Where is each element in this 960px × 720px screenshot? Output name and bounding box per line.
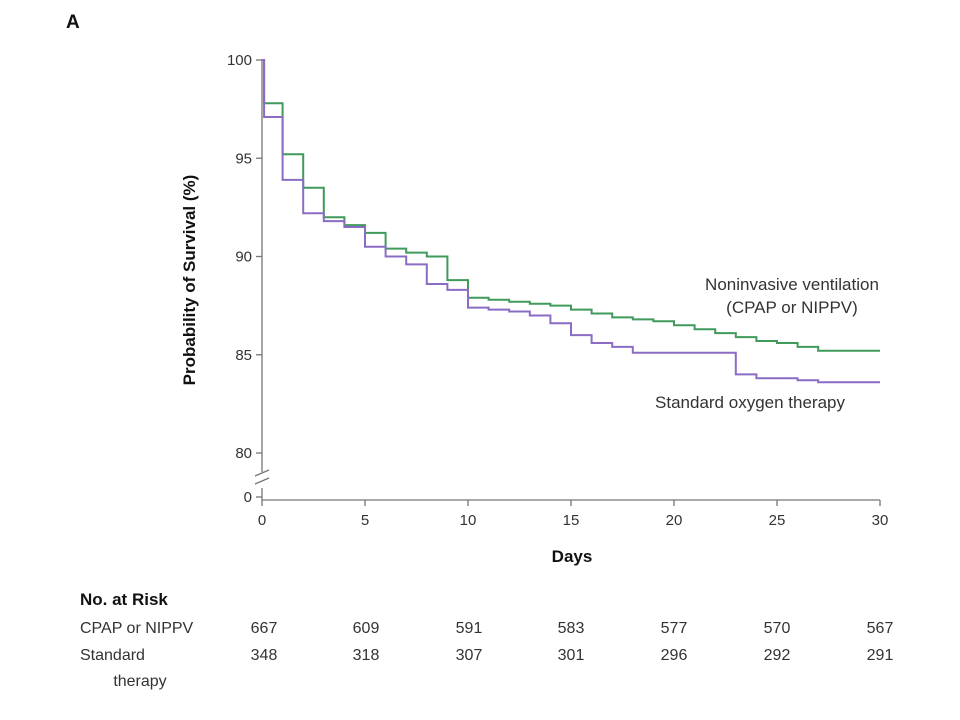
risk-cell: 296 xyxy=(661,647,688,664)
risk-cell: 577 xyxy=(661,620,688,637)
risk-cell: 291 xyxy=(867,647,894,664)
panel-label: A xyxy=(66,12,80,33)
risk-cell: 292 xyxy=(764,647,791,664)
axis-break-icon xyxy=(254,469,270,485)
series-label-standard-oxygen: Standard oxygen therapy xyxy=(655,393,845,412)
y-tick-label: 95 xyxy=(235,150,252,167)
series-labels: Noninvasive ventilation (CPAP or NIPPV) St… xyxy=(655,275,879,412)
y-axis-title: Probability of Survival (%) xyxy=(180,175,199,386)
series-label-noninvasive-ventilation: Noninvasive ventilation (CPAP or NIPPV) xyxy=(705,275,879,317)
risk-cell: 609 xyxy=(353,620,380,637)
risk-cell: 318 xyxy=(353,647,380,664)
x-ticks: 0 5 10 15 20 25 30 xyxy=(258,500,889,529)
x-tick-label: 20 xyxy=(666,512,683,529)
risk-row-label: CPAP or NIPPV xyxy=(80,620,194,637)
risk-table-title: No. at Risk xyxy=(80,590,168,609)
y-tick-label: 100 xyxy=(227,52,252,69)
x-tick-label: 25 xyxy=(769,512,786,529)
x-tick-label: 0 xyxy=(258,512,266,529)
y-break-tick-label: 0 xyxy=(244,489,252,506)
curve-standard-oxygen xyxy=(262,59,880,384)
risk-cell: 667 xyxy=(251,620,278,637)
x-tick-label: 5 xyxy=(361,512,369,529)
survival-curves xyxy=(262,59,880,384)
x-tick-label: 15 xyxy=(563,512,580,529)
risk-cell: 583 xyxy=(558,620,585,637)
risk-cell: 567 xyxy=(867,620,894,637)
y-tick-label: 90 xyxy=(235,249,252,266)
risk-cell: 348 xyxy=(251,647,278,664)
y-ticks: 80 85 90 95 100 xyxy=(227,52,262,462)
risk-table: No. at Risk CPAP or NIPPV 667 609 591 583 577 5… xyxy=(80,590,893,690)
risk-cell: 591 xyxy=(456,620,483,637)
risk-row-label: therapy xyxy=(113,673,166,690)
y-tick-label: 85 xyxy=(235,347,252,364)
x-axis-title: Days xyxy=(552,547,593,566)
risk-cell: 307 xyxy=(456,647,483,664)
risk-row-cpap: CPAP or NIPPV 667 609 591 583 577 570 567 xyxy=(80,620,893,637)
risk-cell: 570 xyxy=(764,620,791,637)
x-tick-label: 10 xyxy=(460,512,477,529)
risk-row-standard: Standard therapy 348 318 307 301 296 292 291 xyxy=(80,647,893,690)
risk-row-label: Standard xyxy=(80,647,145,664)
risk-cell: 301 xyxy=(558,647,585,664)
x-tick-label: 30 xyxy=(872,512,889,529)
y-tick-label: 80 xyxy=(235,445,252,462)
